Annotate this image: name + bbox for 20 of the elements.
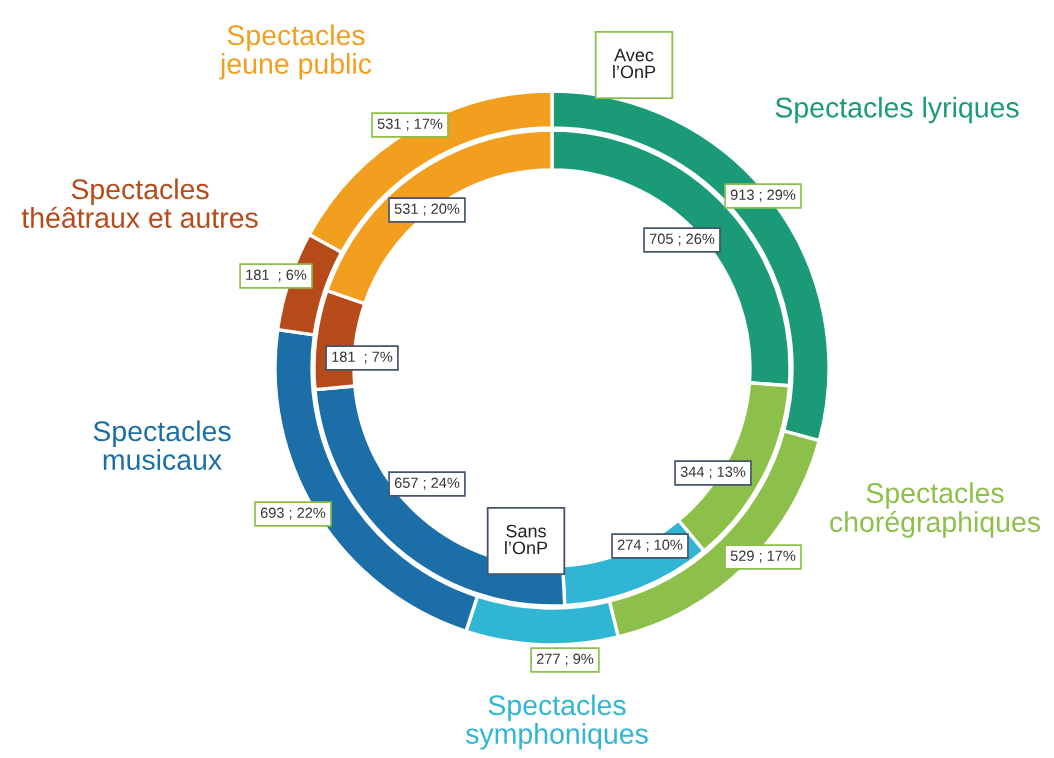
data-label: 181 ; 6% (246, 269, 307, 282)
data-label: 277 ; 9% (536, 653, 594, 666)
slice-label: Spectacles musicaux (93, 420, 231, 470)
data-label: 344 ; 13% (680, 466, 746, 479)
slice-label: Avec l’OnP (613, 48, 656, 79)
slice-label: Spectacles jeune public (219, 24, 372, 80)
slice-label: Sans l’OnP (505, 524, 548, 555)
slice-label: Spectacles symphoniques (466, 694, 648, 750)
slice-label: Spectacles lyriques (775, 96, 1019, 124)
data-label: 531 ; 20% (394, 203, 460, 216)
data-label: 693 ; 22% (260, 507, 326, 520)
data-label: 705 ; 26% (649, 233, 715, 246)
slice-label: Spectacles théâtraux et autres (21, 178, 258, 228)
data-label: 181 ; 7% (332, 351, 393, 364)
slice-label: Spectacles chorégraphiques (830, 482, 1041, 538)
data-label: 529 ; 17% (730, 550, 796, 563)
data-label: 274 ; 10% (617, 539, 683, 552)
data-label: 531 ; 17% (377, 118, 443, 131)
data-label: 913 ; 29% (730, 189, 796, 202)
data-label: 657 ; 24% (394, 477, 460, 490)
